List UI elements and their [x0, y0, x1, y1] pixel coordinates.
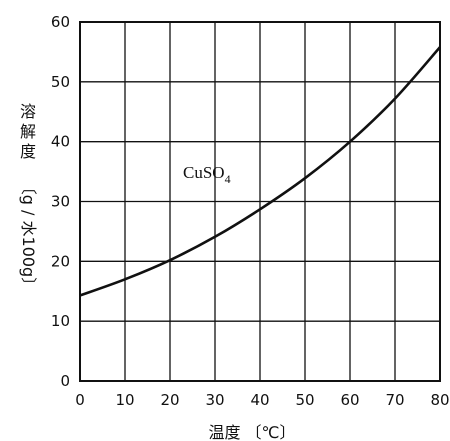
x-tick-label-20: 20: [160, 391, 179, 409]
grid-lines: [80, 22, 440, 381]
series-line-cuso4: [79, 46, 441, 297]
y-tick-label-0: 0: [60, 372, 70, 390]
y-tick-label-50: 50: [51, 73, 70, 91]
y-tick-label-10: 10: [51, 312, 70, 330]
x-tick-label-60: 60: [340, 391, 359, 409]
y-tick-label-20: 20: [51, 252, 70, 270]
x-tick-label-30: 30: [205, 391, 224, 409]
x-tick-label-40: 40: [250, 391, 269, 409]
y-axis-label-char-3: 度: [20, 142, 36, 161]
plot-frame: [79, 21, 441, 382]
y-tick-label-30: 30: [51, 193, 70, 211]
x-tick-label-50: 50: [295, 391, 314, 409]
series-annotation-cuso4: CuSO4: [183, 163, 231, 186]
x-tick-label-0: 0: [75, 391, 85, 409]
y-axis-label-char-1: 溶: [20, 102, 36, 121]
x-tick-label-10: 10: [115, 391, 134, 409]
annotation-subscript: 4: [225, 172, 231, 186]
x-axis-label: 温度 〔℃〕: [208, 423, 295, 441]
y-tick-label-40: 40: [51, 133, 70, 151]
annotation-text: CuSO: [183, 163, 225, 182]
y-tick-labels: 0 10 20 30 40 50 60: [51, 13, 70, 390]
y-tick-label-60: 60: [51, 13, 70, 31]
y-axis-label-char-2: 解: [20, 122, 36, 141]
y-axis-label: 溶 解 度 〔g / 水100g〕: [19, 102, 38, 293]
x-tick-label-80: 80: [430, 391, 449, 409]
x-tick-labels: 0 10 20 30 40 50 60 70 80: [75, 391, 449, 409]
y-axis-label-unit: 〔g / 水100g〕: [19, 179, 38, 293]
x-tick-label-70: 70: [385, 391, 404, 409]
